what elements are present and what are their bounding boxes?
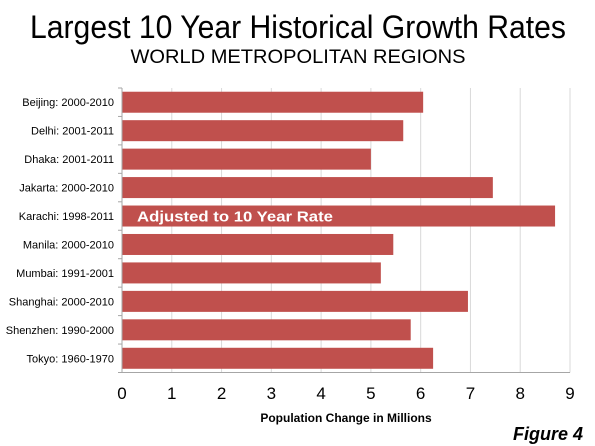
- category-label: Jakarta: 2000-2010: [19, 183, 114, 195]
- category-label: Shenzhen: 1990-2000: [6, 325, 114, 337]
- x-tick-label: 7: [466, 384, 475, 403]
- x-tick-label: 4: [316, 384, 325, 403]
- bar: [122, 319, 411, 341]
- category-label: Mumbai: 1991-2001: [16, 268, 114, 280]
- bar: [122, 233, 394, 255]
- category-label: Beijing: 2000-2010: [22, 97, 114, 109]
- bar: [122, 148, 371, 170]
- x-tick-label: 9: [565, 384, 574, 403]
- x-tick-label: 3: [267, 384, 276, 403]
- x-tick-labels: 0 1 2 3 4 5 6 7 8 9: [117, 384, 574, 403]
- x-tick-label: 6: [416, 384, 425, 403]
- x-tick-label: 2: [217, 384, 226, 403]
- x-axis-title: Population Change in Millions: [260, 411, 432, 425]
- bars: [122, 91, 556, 369]
- chart-title: Largest 10 Year Historical Growth Rates: [30, 9, 566, 45]
- x-tick-label: 0: [117, 384, 126, 403]
- chart-subtitle: WORLD METROPOLITAN REGIONS: [131, 47, 466, 68]
- axes: [118, 87, 570, 373]
- bar: [122, 290, 468, 312]
- category-label: Shanghai: 2000-2010: [9, 296, 114, 308]
- category-label: Karachi: 1998-2011: [19, 211, 114, 223]
- bar: [122, 347, 434, 369]
- bar: [122, 177, 493, 199]
- bar-annotation: Adjusted to 10 Year Rate: [137, 209, 333, 226]
- category-label: Tokyo: 1960-1970: [27, 353, 114, 365]
- bar: [122, 205, 556, 227]
- category-labels: Beijing: 2000-2010 Delhi: 2001-2011 Dhaka:…: [6, 97, 114, 365]
- annotations: Adjusted to 10 Year Rate: [137, 209, 333, 226]
- bar: [122, 120, 404, 142]
- x-tick-label: 1: [167, 384, 176, 403]
- category-label: Manila: 2000-2010: [23, 239, 114, 251]
- bar: [122, 262, 381, 284]
- x-tick-label: 8: [515, 384, 524, 403]
- category-label: Dhaka: 2001-2011: [24, 154, 114, 166]
- x-tick-label: 5: [366, 384, 375, 403]
- bar: [122, 91, 424, 113]
- category-label: Delhi: 2001-2011: [31, 126, 114, 138]
- figure-label: Figure 4: [513, 424, 583, 444]
